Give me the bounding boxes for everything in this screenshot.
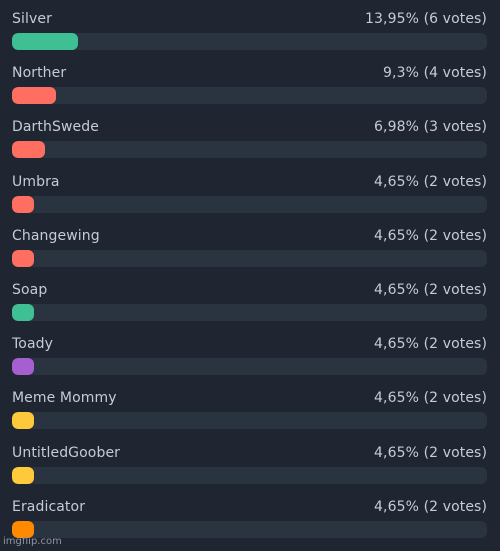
progress-fill	[12, 87, 57, 105]
progress-fill	[12, 141, 46, 159]
progress-track	[12, 141, 487, 159]
progress-fill	[12, 303, 35, 321]
option-stat: 4,65% (2 votes)	[374, 173, 487, 190]
option-stat: 4,65% (2 votes)	[374, 444, 487, 461]
option-name: UntitledGoober	[12, 444, 121, 461]
option-name: DarthSwede	[12, 119, 99, 136]
option-name: Meme Mommy	[12, 390, 117, 407]
poll-option: Changewing 4,65% (2 votes)	[12, 226, 487, 280]
poll-option: Soap 4,65% (2 votes)	[12, 280, 487, 334]
poll-option: Meme Mommy 4,65% (2 votes)	[12, 388, 487, 442]
poll-option: DarthSwede 6,98% (3 votes)	[12, 117, 487, 171]
progress-track	[12, 358, 487, 376]
option-name: Norther	[12, 65, 67, 82]
option-stat: 4,65% (2 votes)	[374, 390, 487, 407]
option-name: Eradicator	[12, 498, 86, 515]
option-stat: 9,3% (4 votes)	[383, 65, 487, 82]
progress-fill	[12, 520, 35, 538]
progress-track	[12, 466, 487, 484]
option-name: Toady	[12, 336, 53, 353]
progress-track	[12, 303, 487, 321]
option-stat: 6,98% (3 votes)	[374, 119, 487, 136]
progress-fill	[12, 412, 35, 430]
poll-option: Norther 9,3% (4 votes)	[12, 63, 487, 117]
option-stat: 4,65% (2 votes)	[374, 498, 487, 515]
option-name: Umbra	[12, 173, 60, 190]
progress-track	[12, 87, 487, 105]
option-stat: 4,65% (2 votes)	[374, 336, 487, 353]
poll-option: UntitledGoober 4,65% (2 votes)	[12, 443, 487, 497]
progress-fill	[12, 195, 35, 213]
watermark: imgflip.com	[3, 536, 62, 547]
option-name: Silver	[12, 11, 52, 27]
poll-option: Umbra 4,65% (2 votes)	[12, 172, 487, 226]
progress-fill	[12, 358, 35, 376]
progress-track	[12, 520, 487, 538]
option-stat: 13,95% (6 votes)	[365, 11, 487, 27]
progress-track	[12, 195, 487, 213]
progress-track	[12, 412, 487, 430]
poll-results: Silver 13,95% (6 votes) Norther 9,3% (4 …	[12, 9, 487, 551]
poll-option: Eradicator 4,65% (2 votes)	[12, 497, 487, 551]
option-stat: 4,65% (2 votes)	[374, 281, 487, 298]
progress-fill	[12, 249, 35, 267]
progress-track	[12, 33, 487, 50]
poll-option: Toady 4,65% (2 votes)	[12, 334, 487, 388]
option-stat: 4,65% (2 votes)	[374, 227, 487, 244]
progress-track	[12, 249, 487, 267]
option-name: Soap	[12, 281, 48, 298]
option-name: Changewing	[12, 227, 100, 244]
progress-fill	[12, 466, 35, 484]
poll-option: Silver 13,95% (6 votes)	[12, 9, 487, 63]
progress-fill	[12, 33, 79, 50]
